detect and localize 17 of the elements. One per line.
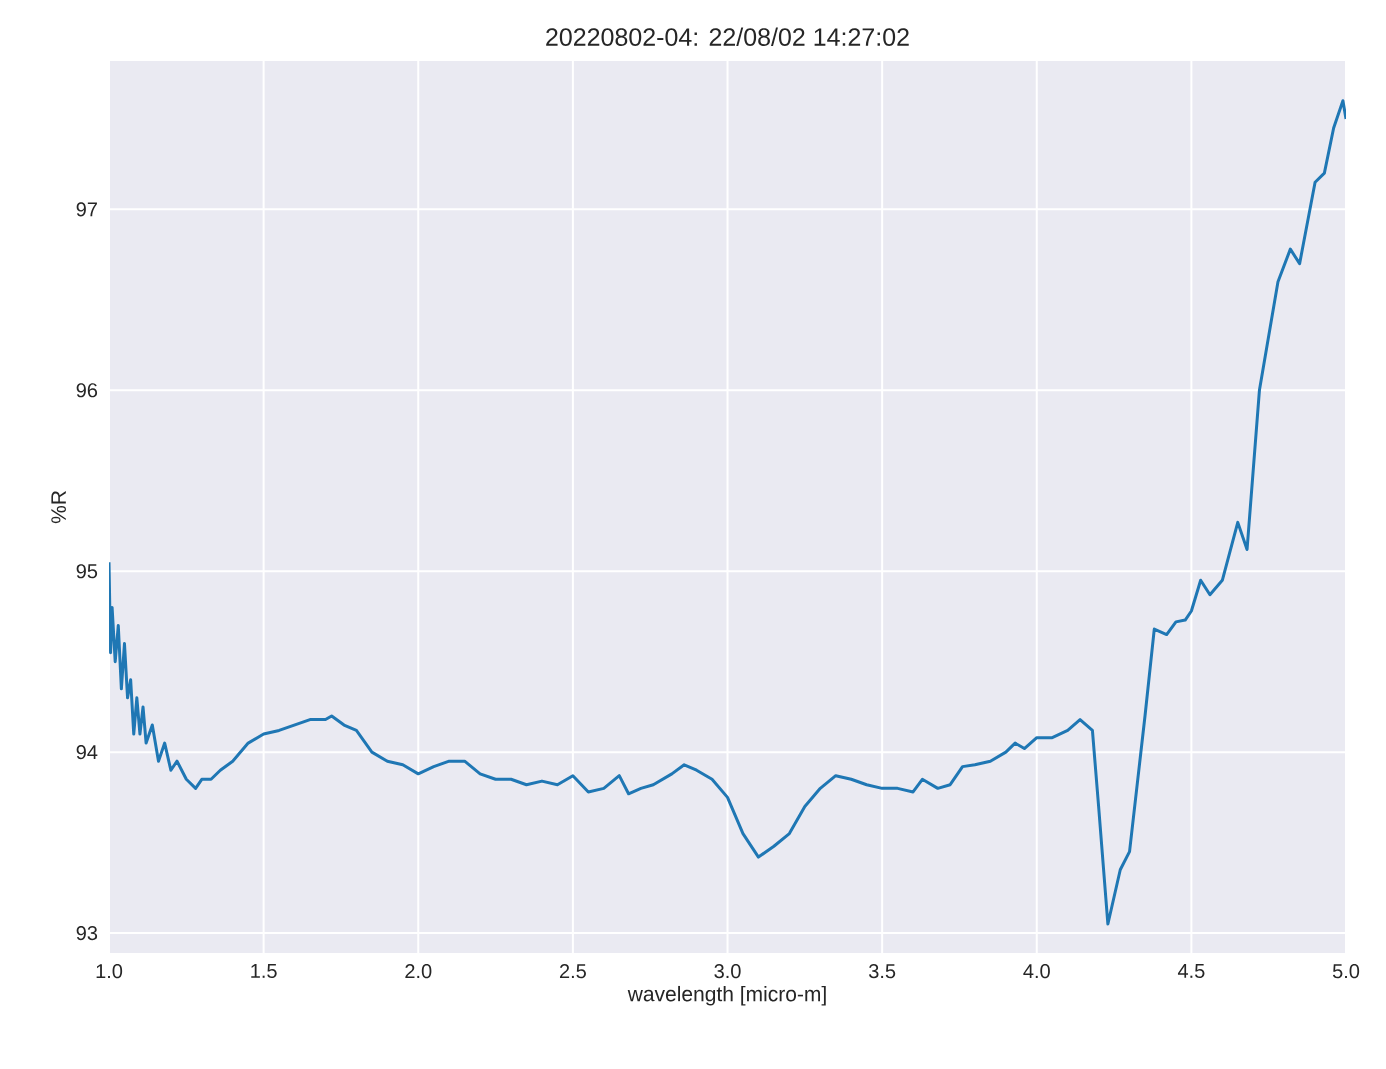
- x-tick-label: 1.0: [96, 964, 123, 979]
- x-tick-label: 3.5: [868, 964, 896, 979]
- x-tick-label: 4.5: [1177, 964, 1205, 978]
- y-tick-label: 96: [76, 383, 98, 398]
- x-tick-label: 1.5: [251, 964, 277, 978]
- x-tick-label: 2.0: [405, 964, 432, 979]
- y-tick-label: 97: [76, 202, 97, 217]
- x-tick-label: 5.0: [1332, 964, 1360, 979]
- chart-title: 20220802-04: 22/08/02 14:27:02: [546, 27, 909, 46]
- x-tick-label: 2.5: [559, 964, 586, 979]
- y-axis-title: %R: [51, 491, 66, 524]
- x-tick-label: 3.0: [714, 964, 741, 979]
- x-axis-title: wavelength [micro-m]: [627, 985, 826, 1006]
- y-tick-label: 94: [76, 745, 98, 760]
- x-tick-label: 4.0: [1023, 964, 1050, 979]
- y-tick-label: 95: [76, 564, 98, 579]
- y-tick-label: 93: [76, 926, 98, 941]
